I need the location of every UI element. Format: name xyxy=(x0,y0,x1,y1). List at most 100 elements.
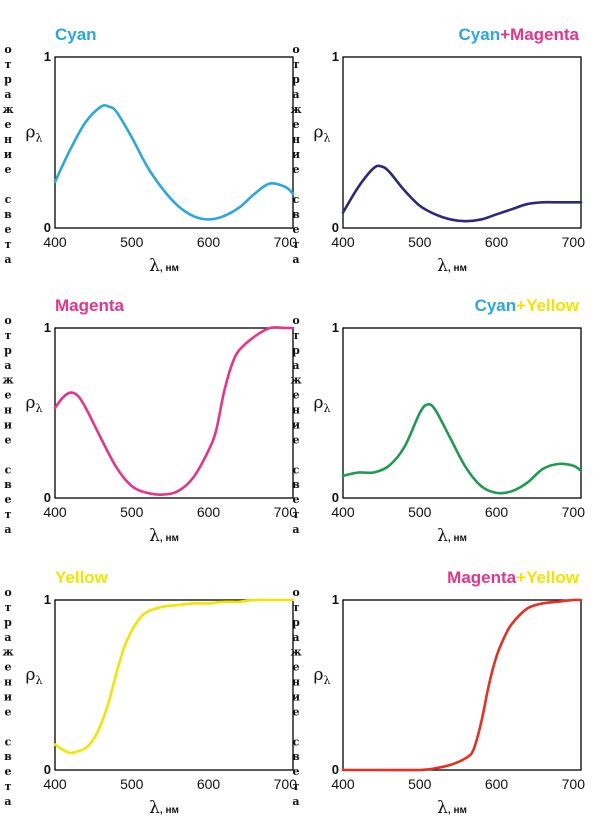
y-axis-caption-letter: т xyxy=(293,508,300,521)
y-axis-caption-letter: е xyxy=(5,163,12,176)
y-axis-caption-letter: а xyxy=(292,253,299,266)
y-axis-caption-letter: о xyxy=(4,314,11,327)
x-tick-label: 600 xyxy=(197,234,221,250)
y-tick-1: 1 xyxy=(44,592,51,607)
rho-subscript: λ xyxy=(36,674,43,687)
x-axis-label: λ, нм xyxy=(149,526,179,546)
y-axis-caption-letter: а xyxy=(4,795,11,808)
chart-title-part: + xyxy=(500,25,510,44)
y-axis-caption-letter: е xyxy=(293,163,300,176)
x-axis-unit: , нм xyxy=(160,263,179,274)
y-axis-caption-letter: а xyxy=(4,88,11,101)
y-axis-caption-letter: т xyxy=(293,58,300,71)
y-axis-caption-letter: е xyxy=(5,223,12,236)
y-axis-caption-letter: р xyxy=(4,73,12,86)
y-axis-caption-letter: о xyxy=(4,43,11,56)
y-axis-caption-letter: е xyxy=(293,223,300,236)
y-axis-caption-letter: о xyxy=(292,314,299,327)
reflectance-curve xyxy=(53,598,295,755)
x-tick-label: 600 xyxy=(485,776,509,792)
chart-title-part: Cyan xyxy=(55,25,97,44)
x-tick-label: 700 xyxy=(274,234,298,250)
chart-title-part: + xyxy=(516,296,526,315)
x-tick-label: 400 xyxy=(331,776,355,792)
y-tick-1: 1 xyxy=(44,49,51,64)
x-tick-label: 500 xyxy=(408,776,432,792)
y-tick-0: 0 xyxy=(44,490,51,505)
x-tick-label: 400 xyxy=(43,776,67,792)
reflectance-curve xyxy=(341,402,583,495)
rho-subscript: λ xyxy=(36,131,43,144)
plot-frame xyxy=(342,56,582,229)
reflectance-curve xyxy=(341,164,583,223)
y-tick-0: 0 xyxy=(44,220,51,235)
y-axis-caption-letter: с xyxy=(5,735,12,748)
y-axis-caption-letter: и xyxy=(292,148,300,161)
y-axis-caption-letter: о xyxy=(292,586,299,599)
y-axis-caption-letter: в xyxy=(4,478,12,491)
x-tick-label: 700 xyxy=(274,776,298,792)
y-axis-caption-letter: т xyxy=(293,238,300,251)
x-tick-label: 600 xyxy=(485,504,509,520)
y-axis-caption-letter: е xyxy=(293,661,300,674)
y-axis-caption-letter: и xyxy=(292,419,300,432)
x-axis-unit: , нм xyxy=(448,263,467,274)
rho-char: ρ xyxy=(26,122,36,142)
y-axis-caption-letter: р xyxy=(292,73,300,86)
rho-subscript: λ xyxy=(324,674,331,687)
y-axis-caption-letter: е xyxy=(5,389,12,402)
y-axis-caption-letter: с xyxy=(293,735,300,748)
y-axis-caption-letter: р xyxy=(292,616,300,629)
y-axis-caption-letter: и xyxy=(4,148,12,161)
chart-title-part: Magenta xyxy=(510,25,580,44)
y-axis-caption-letter: с xyxy=(5,193,12,206)
x-axis-label: λ, нм xyxy=(437,798,467,818)
chart-title: Magenta xyxy=(55,296,125,315)
x-axis-unit: , нм xyxy=(448,805,467,816)
y-axis-caption-letter: в xyxy=(292,750,300,763)
y-axis-caption-letter: н xyxy=(292,133,300,146)
y-axis-caption-letter: н xyxy=(4,404,12,417)
chart-title-part: Magenta xyxy=(447,568,517,587)
x-tick-label: 500 xyxy=(120,504,144,520)
y-tick-0: 0 xyxy=(332,220,339,235)
y-tick-1: 1 xyxy=(332,320,339,335)
y-axis-caption-letter: т xyxy=(5,58,12,71)
chart-title-part: Yellow xyxy=(55,568,109,587)
y-axis-caption-letter: в xyxy=(4,208,12,221)
x-axis-lambda: λ xyxy=(149,526,160,546)
y-axis-caption-letter: т xyxy=(293,329,300,342)
y-axis-caption-letter: а xyxy=(4,359,11,372)
y-axis-caption-letter: а xyxy=(4,631,11,644)
chart-title-part: Yellow xyxy=(526,568,580,587)
y-axis-caption-letter: т xyxy=(5,780,12,793)
y-axis-caption-letter: е xyxy=(5,433,12,446)
y-axis-caption-letter: а xyxy=(292,88,299,101)
plot-frame xyxy=(342,327,582,499)
plot-frame xyxy=(54,327,294,499)
x-axis-label: λ, нм xyxy=(437,256,467,276)
y-tick-1: 1 xyxy=(332,49,339,64)
x-tick-label: 600 xyxy=(485,234,509,250)
y-axis-caption-letter: о xyxy=(292,43,299,56)
reflectance-curve xyxy=(53,103,295,221)
y-axis-caption-letter: в xyxy=(292,208,300,221)
x-tick-label: 500 xyxy=(408,504,432,520)
x-axis-unit: , нм xyxy=(160,805,179,816)
y-axis-caption-letter: е xyxy=(293,765,300,778)
y-axis-caption-letter: и xyxy=(4,419,12,432)
y-axis-caption-letter: т xyxy=(293,780,300,793)
rho-subscript: λ xyxy=(324,131,331,144)
reflectance-curve xyxy=(53,326,295,496)
chart-title-part: + xyxy=(516,568,526,587)
rho-subscript: λ xyxy=(36,402,43,415)
chart-title: Cyan+Magenta xyxy=(459,25,580,44)
y-axis-caption-letter: н xyxy=(292,404,300,417)
y-axis-caption-letter: ж xyxy=(2,374,13,387)
y-axis-caption-letter: е xyxy=(5,118,12,131)
y-tick-1: 1 xyxy=(332,592,339,607)
